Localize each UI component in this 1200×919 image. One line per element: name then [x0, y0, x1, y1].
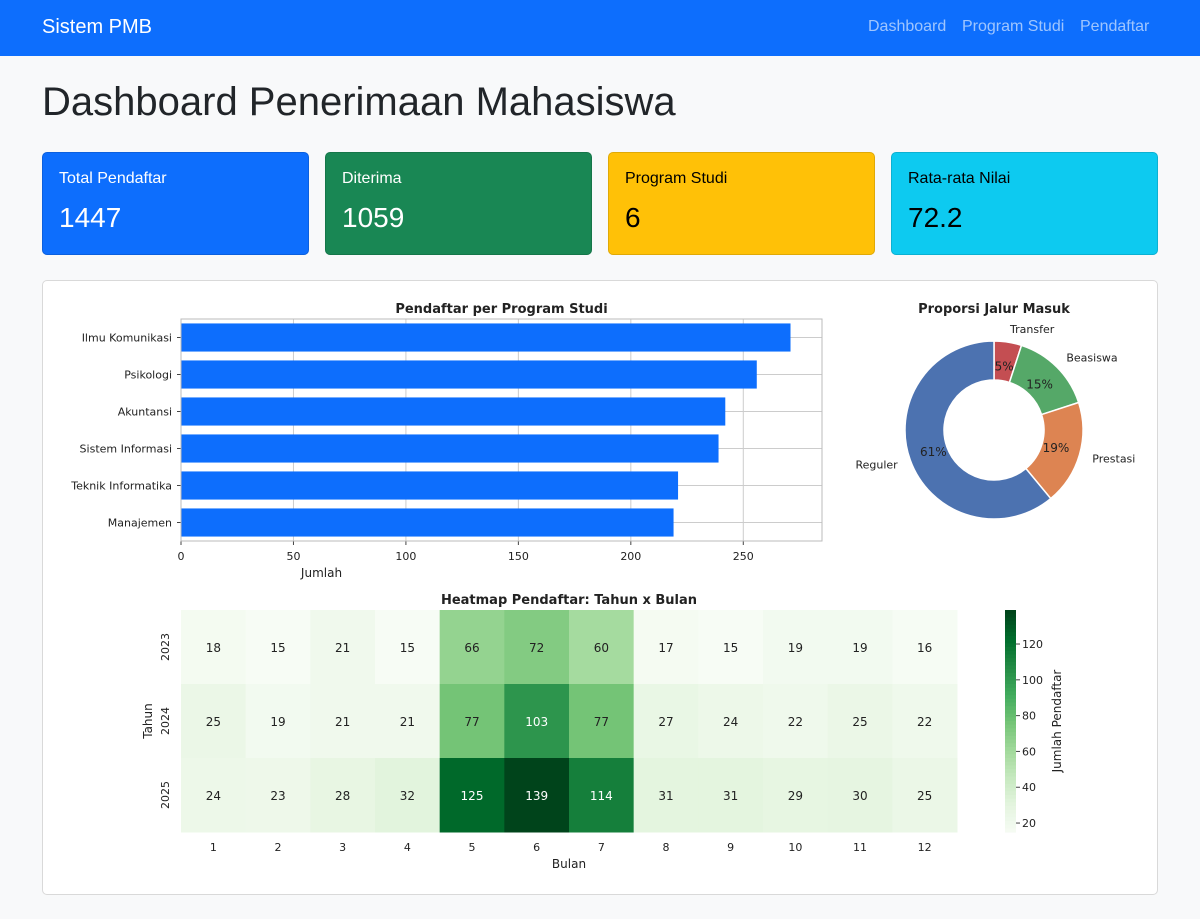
- nav-link-pendaftar[interactable]: Pendaftar: [1080, 18, 1150, 35]
- stat-card-label: Rata-rata Nilai: [908, 170, 1011, 187]
- stat-card-label: Diterima: [342, 170, 402, 187]
- navbar-brand[interactable]: Sistem PMB: [42, 16, 153, 38]
- stat-card-total-pendaftar: Total Pendaftar 1447: [42, 152, 309, 255]
- stat-card-label: Program Studi: [625, 170, 728, 187]
- stat-card-rata-rata-nilai: Rata-rata Nilai 72.2: [891, 152, 1158, 255]
- stat-card-value: 1059: [342, 202, 405, 233]
- stat-card-value: 6: [625, 202, 641, 233]
- nav-link-dashboard[interactable]: Dashboard: [868, 18, 947, 35]
- charts-panel: [42, 280, 1158, 895]
- navbar: Sistem PMB Dashboard Program Studi Penda…: [0, 0, 1200, 56]
- stat-card-value: 72.2: [908, 202, 963, 233]
- stat-card-label: Total Pendaftar: [59, 170, 167, 187]
- nav-link-program-studi[interactable]: Program Studi: [962, 18, 1065, 35]
- stat-card-value: 1447: [59, 202, 122, 233]
- page-title: Dashboard Penerimaan Mahasiswa: [42, 80, 676, 124]
- stat-card-program-studi: Program Studi 6: [608, 152, 875, 255]
- stat-card-diterima: Diterima 1059: [325, 152, 592, 255]
